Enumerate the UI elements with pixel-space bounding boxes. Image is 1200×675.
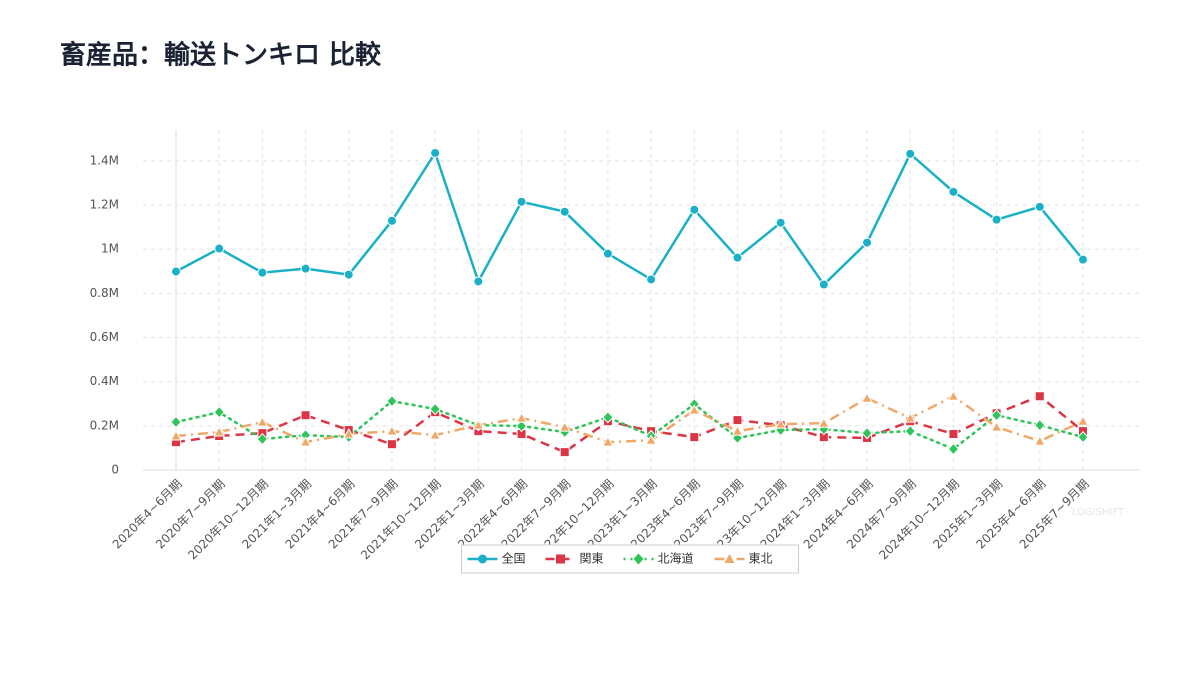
data-point bbox=[256, 416, 269, 427]
x-tick-label: 2021年10~12月期 bbox=[358, 477, 444, 563]
data-point bbox=[904, 412, 917, 423]
data-point bbox=[861, 426, 873, 440]
data-point bbox=[472, 419, 485, 430]
data-point bbox=[602, 248, 613, 259]
data-point bbox=[429, 402, 441, 416]
data-point bbox=[947, 390, 960, 401]
data-point bbox=[1077, 415, 1089, 426]
data-point bbox=[256, 432, 269, 446]
watermark: LOGISHIFT bbox=[1072, 507, 1125, 518]
data-point bbox=[1034, 418, 1046, 432]
series-line bbox=[175, 394, 1084, 444]
data-point bbox=[257, 267, 268, 278]
data-point bbox=[774, 418, 787, 429]
x-tick-label: 2024年10~12月期 bbox=[876, 477, 962, 563]
y-tick-label: 0.6M bbox=[90, 330, 119, 344]
legend-marker bbox=[478, 554, 487, 564]
data-point bbox=[1077, 430, 1089, 444]
data-point bbox=[818, 279, 829, 290]
data-point bbox=[990, 409, 1003, 422]
y-tick-label: 0.4M bbox=[90, 374, 119, 388]
data-point bbox=[386, 215, 397, 226]
data-point bbox=[213, 405, 225, 419]
data-point bbox=[386, 425, 398, 436]
y-tick-label: 0 bbox=[111, 463, 119, 477]
legend-marker bbox=[724, 554, 735, 563]
data-point bbox=[818, 417, 830, 428]
data-point bbox=[689, 204, 700, 215]
data-point bbox=[688, 404, 701, 415]
data-point bbox=[473, 276, 484, 287]
y-tick-label: 0.8M bbox=[90, 286, 119, 300]
data-point bbox=[732, 252, 743, 263]
data-point bbox=[171, 266, 181, 277]
y-tick-label: 1.2M bbox=[90, 198, 119, 212]
data-point bbox=[559, 447, 570, 458]
data-point bbox=[300, 410, 311, 421]
legend-marker bbox=[633, 553, 644, 565]
data-point bbox=[862, 237, 873, 248]
data-point bbox=[516, 196, 527, 207]
chart-title: 畜産品：輸送トンキロ 比較 bbox=[60, 40, 382, 71]
data-point bbox=[732, 415, 743, 426]
data-point bbox=[689, 432, 700, 443]
y-tick-label: 0.2M bbox=[90, 418, 119, 432]
data-point bbox=[299, 436, 312, 447]
data-point bbox=[948, 186, 959, 197]
legend-label: 東北 bbox=[749, 552, 773, 566]
data-point bbox=[645, 434, 657, 445]
data-point bbox=[991, 214, 1002, 225]
data-point bbox=[1034, 201, 1045, 212]
data-point bbox=[213, 425, 226, 437]
data-point bbox=[559, 206, 570, 217]
data-point bbox=[1033, 435, 1046, 446]
legend-label: 全国 bbox=[502, 551, 526, 566]
series-line bbox=[175, 150, 1084, 287]
x-tick-label: 2020年10~12月期 bbox=[185, 477, 271, 563]
data-point bbox=[1078, 254, 1088, 265]
data-point bbox=[602, 436, 614, 447]
data-point bbox=[386, 394, 398, 408]
data-point bbox=[904, 424, 916, 438]
data-point bbox=[861, 392, 873, 403]
data-point bbox=[947, 442, 960, 456]
series-line bbox=[175, 394, 1084, 454]
data-point bbox=[214, 243, 225, 254]
data-point bbox=[342, 427, 355, 439]
legend-label: 北海道 bbox=[658, 551, 694, 566]
data-point bbox=[731, 425, 744, 436]
legend-label: 関東 bbox=[580, 552, 604, 566]
data-point bbox=[386, 439, 397, 450]
data-point bbox=[430, 147, 441, 158]
data-point bbox=[905, 148, 916, 159]
data-point bbox=[948, 429, 959, 440]
data-point bbox=[990, 421, 1003, 432]
data-point bbox=[558, 421, 571, 432]
y-tick-label: 1.4M bbox=[90, 153, 119, 167]
data-point bbox=[300, 263, 311, 274]
data-point bbox=[602, 410, 614, 424]
data-point bbox=[170, 415, 182, 429]
data-point bbox=[775, 217, 786, 228]
series-line bbox=[174, 399, 1085, 451]
y-tick-label: 1M bbox=[101, 242, 119, 256]
legend-marker bbox=[556, 554, 565, 564]
data-point bbox=[1034, 391, 1045, 402]
data-point bbox=[515, 419, 528, 433]
data-point bbox=[170, 429, 182, 441]
data-point bbox=[343, 269, 354, 280]
data-point bbox=[515, 412, 528, 423]
data-point bbox=[646, 274, 657, 285]
data-point bbox=[429, 429, 441, 440]
